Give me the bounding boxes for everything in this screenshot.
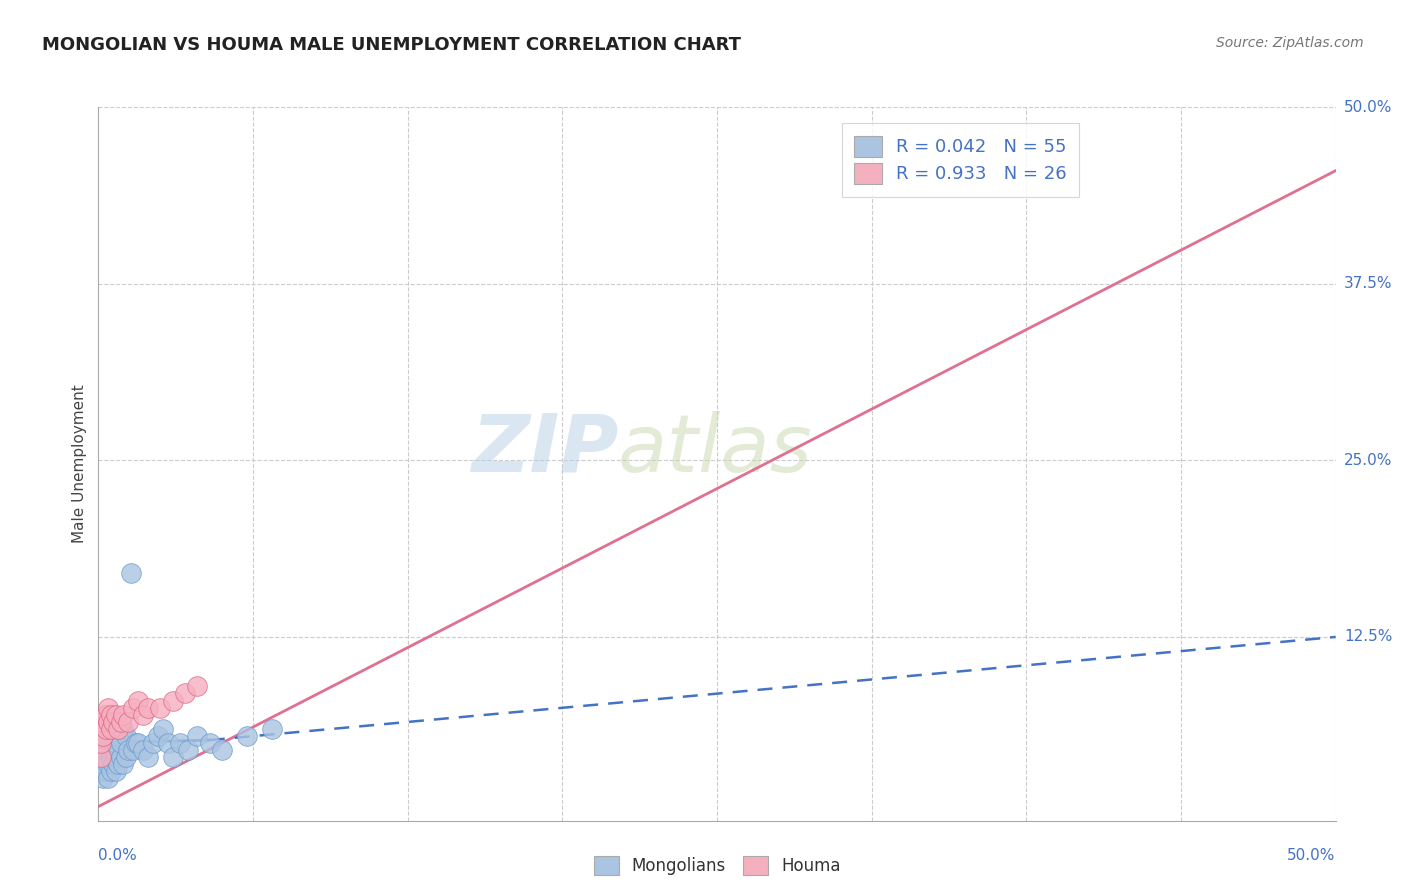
Point [103,743,125,757]
Point [97,700,120,714]
Point [94,736,117,750]
Point [90,736,112,750]
Point [107,757,129,772]
Point [97,714,120,729]
Point [136,750,159,764]
Legend: Mongolians, Houma: Mongolians, Houma [585,847,849,884]
Point [104,764,127,779]
Point [198,736,221,750]
Point [236,729,259,743]
Text: MONGOLIAN VS HOUMA MALE UNEMPLOYMENT CORRELATION CHART: MONGOLIAN VS HOUMA MALE UNEMPLOYMENT COR… [42,36,741,54]
Point [100,722,122,736]
Point [94,750,117,764]
Text: 50.0%: 50.0% [1288,848,1336,863]
Point [100,764,122,779]
Point [97,771,120,785]
Point [100,722,122,736]
Point [142,736,165,750]
Text: ZIP: ZIP [471,410,619,489]
Point [156,736,179,750]
Point [100,707,122,722]
Point [186,729,208,743]
Text: 37.5%: 37.5% [1344,277,1392,291]
Point [162,693,184,707]
Point [149,700,172,714]
Point [90,764,112,779]
Point [97,757,120,772]
Text: Source: ZipAtlas.com: Source: ZipAtlas.com [1216,36,1364,50]
Point [146,729,169,743]
Point [169,736,191,750]
Point [110,750,132,764]
Text: atlas: atlas [619,410,813,489]
Point [93,714,115,729]
Point [93,757,115,772]
Point [107,722,129,736]
Point [162,750,184,764]
Point [114,729,136,743]
Point [100,736,122,750]
Point [127,693,149,707]
Point [104,736,127,750]
Point [120,566,142,581]
Point [136,700,159,714]
Point [122,700,145,714]
Point [260,722,283,736]
Point [103,714,125,729]
Point [107,729,129,743]
Point [103,729,125,743]
Point [94,722,117,736]
Point [211,743,233,757]
Point [103,757,125,772]
Point [107,743,129,757]
Point [112,757,135,772]
Point [132,707,155,722]
Point [100,750,122,764]
Point [104,750,127,764]
Point [93,729,115,743]
Point [122,743,145,757]
Y-axis label: Male Unemployment: Male Unemployment [72,384,87,543]
Text: 25.0%: 25.0% [1344,453,1392,467]
Point [132,743,155,757]
Point [112,722,135,736]
Point [97,714,120,729]
Point [114,750,136,764]
Point [90,736,112,750]
Point [152,722,174,736]
Point [90,750,112,764]
Point [174,686,197,700]
Point [94,764,117,779]
Point [104,707,127,722]
Point [127,736,149,750]
Point [94,707,117,722]
Text: 50.0%: 50.0% [1344,100,1392,114]
Text: 12.5%: 12.5% [1344,630,1392,644]
Text: 0.0%: 0.0% [98,848,138,863]
Point [176,743,198,757]
Point [97,729,120,743]
Point [186,680,208,694]
Point [97,743,120,757]
Point [93,729,115,743]
Point [93,771,115,785]
Point [93,743,115,757]
Point [110,714,132,729]
Point [117,714,139,729]
Point [94,722,117,736]
Point [94,707,117,722]
Point [110,736,132,750]
Point [124,736,146,750]
Point [112,707,135,722]
Point [90,750,112,764]
Point [117,743,139,757]
